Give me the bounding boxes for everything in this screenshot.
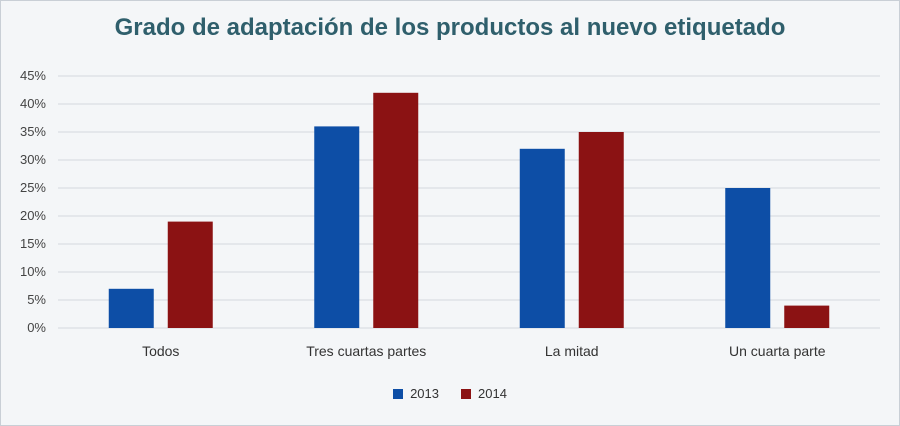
- bar-2013: [725, 188, 771, 328]
- y-tick-label: 45%: [20, 68, 46, 83]
- bar-2013: [314, 126, 360, 329]
- x-tick-label: Todos: [142, 343, 179, 359]
- y-tick-label: 15%: [20, 236, 46, 251]
- x-tick-label: La mitad: [545, 343, 599, 359]
- y-tick-label: 10%: [20, 264, 46, 279]
- bar-2014: [167, 221, 213, 328]
- legend-label-2014: 2014: [478, 386, 507, 401]
- bar-2014: [784, 305, 830, 328]
- bar-2013: [108, 288, 154, 328]
- bar-2014: [578, 132, 624, 328]
- y-tick-label: 30%: [20, 152, 46, 167]
- legend-swatch-2014: [461, 388, 471, 399]
- y-tick-label: 20%: [20, 208, 46, 223]
- y-tick-label: 25%: [20, 180, 46, 195]
- y-tick-label: 0%: [27, 320, 46, 335]
- bar-2014: [373, 92, 419, 328]
- legend-item-2013: 2013: [393, 386, 439, 401]
- y-tick-label: 5%: [27, 292, 46, 307]
- bar-2013: [519, 148, 565, 328]
- chart-title: Grado de adaptación de los productos al …: [114, 14, 786, 41]
- x-tick-label: Un cuarta parte: [729, 343, 826, 359]
- legend-item-2014: 2014: [461, 386, 507, 401]
- chart-legend: 2013 2014: [0, 386, 900, 401]
- legend-label-2013: 2013: [410, 386, 439, 401]
- y-tick-label: 40%: [20, 96, 46, 111]
- legend-swatch-2013: [393, 388, 404, 399]
- x-tick-label: Tres cuartas partes: [306, 343, 426, 359]
- y-tick-label: 35%: [20, 124, 46, 139]
